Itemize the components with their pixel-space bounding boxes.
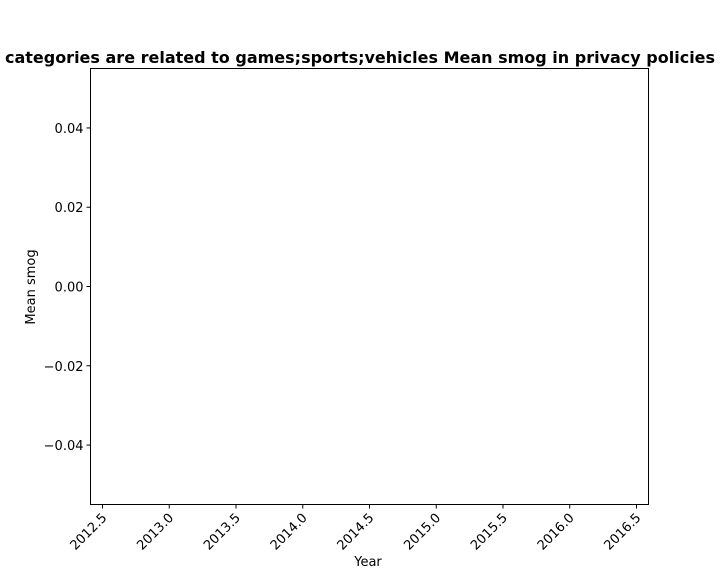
x-tick-label: 2015.0 bbox=[401, 511, 444, 554]
y-axis-ticks: 0.04 0.02 0.00 −0.02 −0.04 bbox=[44, 122, 91, 454]
chart-title: categories are related to games;sports;v… bbox=[5, 48, 715, 67]
y-tick-label: 0.02 bbox=[55, 201, 84, 216]
x-tick-label: 2012.5 bbox=[68, 511, 111, 554]
plot-area-frame bbox=[90, 68, 649, 505]
x-tick-label: 2013.0 bbox=[134, 511, 177, 554]
x-axis-ticks: 2012.5 2013.0 2013.5 2014.0 2014.5 2015.0 2015… bbox=[68, 504, 645, 554]
x-tick-label: 2014.0 bbox=[268, 511, 311, 554]
x-tick-label: 2016.0 bbox=[535, 511, 578, 554]
x-tick-label: 2016.5 bbox=[602, 511, 645, 554]
y-tick-label: −0.02 bbox=[44, 360, 84, 375]
x-tick-label: 2013.5 bbox=[201, 511, 244, 554]
y-axis-label: Mean smog bbox=[24, 249, 39, 324]
y-tick-label: 0.04 bbox=[55, 122, 84, 137]
y-tick-label: 0.00 bbox=[55, 281, 84, 296]
x-axis-label: Year bbox=[353, 555, 382, 570]
y-tick-label: −0.04 bbox=[44, 439, 84, 454]
x-tick-label: 2014.5 bbox=[335, 511, 378, 554]
x-tick-label: 2015.5 bbox=[468, 511, 511, 554]
